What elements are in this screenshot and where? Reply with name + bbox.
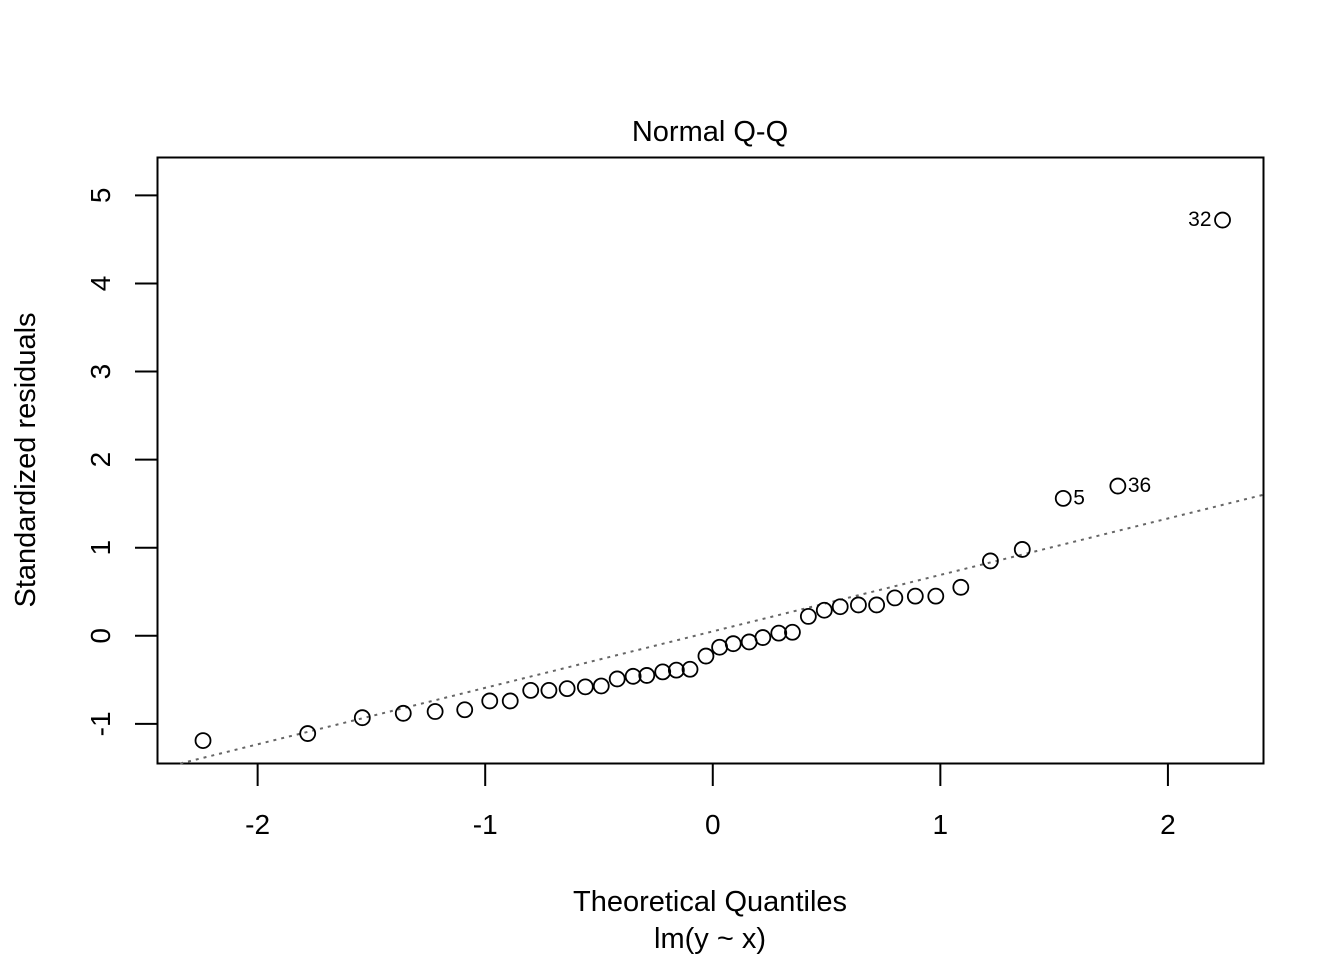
data-point bbox=[982, 552, 999, 570]
data-point bbox=[576, 678, 594, 696]
data-point bbox=[831, 598, 849, 616]
y-tick-label: 4 bbox=[85, 276, 116, 292]
data-point bbox=[770, 624, 788, 642]
data-point bbox=[711, 638, 729, 656]
point-label: 32 bbox=[1188, 208, 1211, 231]
x-tick-label: -1 bbox=[473, 809, 498, 840]
point-label: 36 bbox=[1128, 474, 1151, 497]
data-point bbox=[540, 681, 558, 699]
data-point bbox=[481, 692, 499, 710]
data-point bbox=[886, 589, 904, 607]
x-tick-label: 0 bbox=[705, 809, 721, 840]
chart-subtitle: lm(y ~ x) bbox=[654, 923, 766, 955]
data-point bbox=[522, 681, 540, 699]
y-tick-label: 3 bbox=[85, 364, 116, 380]
data-point bbox=[697, 647, 715, 665]
data-point bbox=[740, 633, 758, 651]
qq-reference-line bbox=[179, 493, 1264, 765]
data-point bbox=[681, 660, 699, 678]
y-tick-label: 2 bbox=[85, 452, 116, 468]
point-label: 5 bbox=[1073, 486, 1085, 509]
data-point bbox=[1214, 211, 1231, 229]
y-tick-label: 1 bbox=[85, 540, 116, 556]
y-axis-label: Standardized residuals bbox=[10, 312, 42, 607]
data-point bbox=[654, 663, 672, 681]
data-point bbox=[638, 667, 656, 684]
data-point bbox=[1054, 489, 1072, 507]
data-point bbox=[592, 677, 610, 695]
data-point bbox=[624, 667, 642, 685]
data-point bbox=[799, 608, 817, 625]
data-point bbox=[815, 601, 833, 619]
data-point bbox=[194, 732, 212, 749]
data-points: 5 36 32 bbox=[194, 208, 1231, 749]
data-point bbox=[426, 703, 444, 720]
data-point bbox=[952, 578, 970, 596]
data-point bbox=[608, 670, 626, 688]
x-axis-label: Theoretical Quantiles bbox=[573, 886, 847, 918]
data-point bbox=[394, 704, 412, 722]
data-point bbox=[1013, 541, 1031, 558]
data-point bbox=[927, 587, 945, 605]
y-tick-label: -1 bbox=[85, 711, 116, 736]
x-tick-label: 2 bbox=[1160, 809, 1176, 840]
data-point bbox=[850, 596, 867, 614]
x-tick-label: 1 bbox=[933, 809, 949, 840]
data-point bbox=[667, 661, 685, 679]
plot-frame bbox=[156, 156, 1265, 765]
y-axis: -1 0 1 2 3 4 5 bbox=[85, 188, 159, 736]
data-point bbox=[353, 709, 371, 727]
x-axis: -2 -1 0 1 2 bbox=[245, 762, 1176, 840]
data-point bbox=[906, 587, 924, 605]
data-point bbox=[456, 701, 474, 719]
y-tick-label: 0 bbox=[85, 628, 116, 644]
x-tick-label: -2 bbox=[245, 809, 270, 840]
data-point bbox=[724, 635, 742, 653]
data-point bbox=[558, 680, 576, 698]
chart-title: Normal Q-Q bbox=[632, 116, 788, 148]
data-point bbox=[754, 629, 772, 646]
data-point bbox=[299, 725, 317, 742]
data-point bbox=[1109, 477, 1127, 495]
data-point bbox=[868, 596, 886, 614]
y-tick-label: 5 bbox=[85, 188, 116, 204]
data-point bbox=[501, 692, 519, 710]
data-point bbox=[784, 623, 801, 641]
